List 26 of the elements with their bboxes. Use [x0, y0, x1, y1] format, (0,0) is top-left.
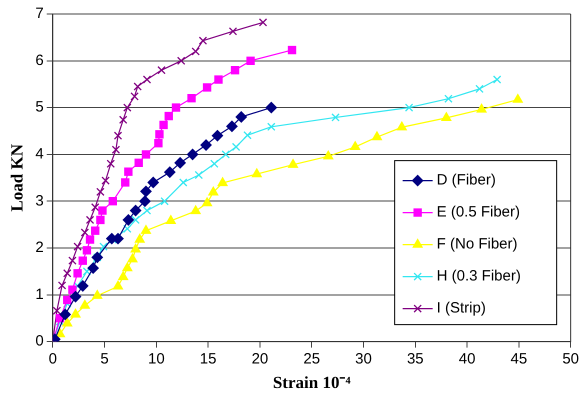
- x-tick-label: 35: [406, 350, 424, 368]
- x-tick-label: 25: [303, 350, 320, 368]
- y-tick-label: 5: [35, 98, 44, 116]
- x-tick-label: 30: [355, 350, 372, 368]
- y-tick-label: 1: [35, 286, 44, 303]
- legend-label: E (0.5 Fiber): [436, 204, 520, 221]
- y-tick-label: 7: [35, 5, 44, 22]
- legend-label: D (Fiber): [436, 172, 496, 189]
- y-tick-label: 3: [35, 192, 44, 210]
- y-tick-label: 6: [35, 52, 44, 69]
- legend-label: F (No Fiber): [436, 236, 518, 253]
- legend-label: I (Strip): [436, 300, 486, 317]
- x-tick-label: 45: [510, 350, 528, 368]
- legend-label: H (0.3 Fiber): [436, 268, 521, 285]
- y-tick-label: 4: [35, 146, 44, 163]
- x-tick-label: 50: [562, 350, 579, 368]
- x-tick-label: 5: [100, 350, 109, 368]
- x-axis-title: Strain 10⁻⁴: [272, 373, 351, 392]
- x-tick-label: 20: [252, 350, 268, 368]
- x-tick-label: 10: [148, 350, 165, 368]
- x-tick-label: 15: [200, 350, 216, 368]
- y-axis-title: Load KN: [8, 143, 27, 212]
- y-tick-label: 0: [35, 332, 44, 350]
- x-tick-label: 40: [458, 350, 476, 368]
- y-tick-label: 2: [35, 239, 44, 256]
- x-tick-label: 0: [48, 350, 57, 368]
